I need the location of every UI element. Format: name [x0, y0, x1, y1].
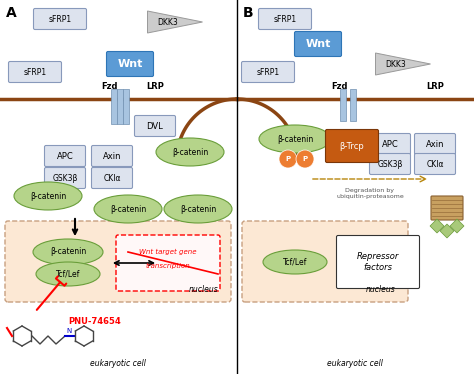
FancyBboxPatch shape	[370, 153, 410, 175]
Bar	[340, 89, 346, 121]
Text: P: P	[285, 156, 291, 162]
Polygon shape	[147, 11, 202, 33]
Ellipse shape	[94, 195, 162, 223]
FancyBboxPatch shape	[242, 221, 408, 302]
Text: GSK3β: GSK3β	[52, 174, 78, 183]
Polygon shape	[375, 53, 430, 75]
FancyBboxPatch shape	[370, 134, 410, 154]
Text: APC: APC	[382, 140, 398, 148]
Bar	[123, 89, 129, 124]
Ellipse shape	[156, 138, 224, 166]
Text: β-catenin: β-catenin	[172, 147, 208, 156]
Polygon shape	[450, 219, 464, 233]
Polygon shape	[430, 219, 444, 233]
Text: Wnt target gene: Wnt target gene	[139, 249, 197, 255]
FancyBboxPatch shape	[5, 221, 231, 302]
Text: Repressor
factors: Repressor factors	[357, 252, 399, 272]
Text: eukaryotic cell: eukaryotic cell	[327, 359, 383, 368]
Bar	[117, 89, 123, 124]
Ellipse shape	[164, 195, 232, 223]
Text: β-Trcp: β-Trcp	[340, 141, 365, 150]
Ellipse shape	[36, 262, 100, 286]
FancyBboxPatch shape	[258, 9, 311, 30]
Text: Degradation by: Degradation by	[346, 188, 394, 193]
Text: CKIα: CKIα	[103, 174, 121, 183]
Text: sFRP1: sFRP1	[256, 67, 280, 77]
Text: sFRP1: sFRP1	[48, 15, 72, 24]
Text: APC: APC	[56, 151, 73, 160]
Text: LRP: LRP	[426, 82, 444, 91]
Text: DKK3: DKK3	[386, 59, 407, 68]
FancyBboxPatch shape	[91, 168, 133, 188]
Ellipse shape	[263, 250, 327, 274]
Text: P: P	[302, 156, 308, 162]
Text: transcription: transcription	[146, 263, 191, 269]
FancyBboxPatch shape	[431, 196, 463, 220]
Text: PNU-74654: PNU-74654	[68, 318, 121, 327]
Ellipse shape	[14, 182, 82, 210]
Text: β-catenin: β-catenin	[50, 248, 86, 257]
Text: Axin: Axin	[426, 140, 444, 148]
Text: sFRP1: sFRP1	[23, 67, 46, 77]
Text: Wnt: Wnt	[305, 39, 331, 49]
Text: eukaryotic cell: eukaryotic cell	[90, 359, 146, 368]
FancyBboxPatch shape	[294, 31, 341, 56]
FancyBboxPatch shape	[91, 145, 133, 166]
Text: DVL: DVL	[146, 122, 164, 131]
Text: Fzd: Fzd	[102, 82, 118, 91]
Text: GSK3β: GSK3β	[377, 159, 403, 169]
Text: nucleus: nucleus	[365, 285, 395, 294]
Text: Wnt: Wnt	[117, 59, 143, 69]
FancyBboxPatch shape	[414, 134, 456, 154]
Text: nucleus: nucleus	[188, 285, 218, 294]
Text: β-catenin: β-catenin	[180, 205, 216, 214]
Ellipse shape	[33, 239, 103, 265]
Text: N: N	[66, 328, 72, 334]
Text: β-catenin: β-catenin	[30, 191, 66, 200]
Circle shape	[279, 150, 297, 168]
FancyBboxPatch shape	[45, 145, 85, 166]
Text: β-catenin: β-catenin	[110, 205, 146, 214]
Text: B: B	[243, 6, 254, 20]
Polygon shape	[440, 224, 454, 238]
FancyBboxPatch shape	[45, 168, 85, 188]
FancyBboxPatch shape	[337, 236, 419, 288]
Text: LRP: LRP	[146, 82, 164, 91]
Circle shape	[296, 150, 314, 168]
Text: Tcf/Lef: Tcf/Lef	[56, 270, 80, 279]
FancyBboxPatch shape	[326, 129, 379, 162]
Text: sFRP1: sFRP1	[273, 15, 297, 24]
Text: Fzd: Fzd	[332, 82, 348, 91]
Text: DKK3: DKK3	[158, 18, 179, 27]
Bar	[111, 89, 117, 124]
Text: Tcf/Lef: Tcf/Lef	[283, 258, 307, 267]
Text: β-catenin: β-catenin	[277, 135, 313, 144]
Text: Axin: Axin	[103, 151, 121, 160]
Text: A: A	[6, 6, 17, 20]
FancyBboxPatch shape	[414, 153, 456, 175]
FancyBboxPatch shape	[34, 9, 86, 30]
Ellipse shape	[259, 125, 331, 153]
FancyBboxPatch shape	[135, 116, 175, 137]
FancyBboxPatch shape	[9, 61, 62, 83]
FancyBboxPatch shape	[241, 61, 294, 83]
Text: ubiquitin-proteasome: ubiquitin-proteasome	[336, 194, 404, 199]
FancyBboxPatch shape	[107, 52, 154, 77]
Bar	[350, 89, 356, 121]
FancyBboxPatch shape	[116, 235, 220, 291]
Text: CKIα: CKIα	[426, 159, 444, 169]
